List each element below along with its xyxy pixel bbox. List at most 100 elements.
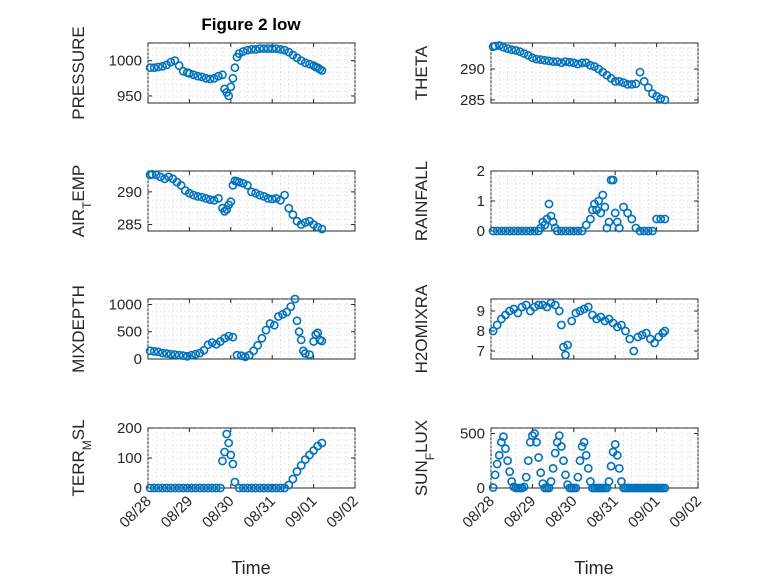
data-point	[488, 226, 498, 236]
data-point	[573, 226, 583, 236]
data-point	[290, 294, 300, 304]
data-point	[610, 77, 620, 86]
data-point	[521, 472, 531, 482]
data-point	[255, 483, 265, 493]
data-point	[313, 222, 323, 232]
data-point	[494, 450, 504, 460]
data-point	[557, 226, 566, 236]
y-tick-label: 100	[117, 450, 142, 467]
data-point	[240, 352, 250, 362]
x-axis-label-right: Time	[574, 558, 613, 578]
data-point	[546, 477, 556, 486]
data-point	[488, 326, 498, 336]
data-point	[145, 483, 155, 493]
data-point	[253, 340, 263, 350]
data-point	[317, 66, 327, 75]
data-point	[300, 218, 310, 227]
data-point	[577, 58, 587, 68]
data-point	[209, 73, 219, 83]
data-point	[228, 73, 238, 83]
data-point	[521, 226, 531, 236]
data-point	[305, 350, 314, 359]
data-point	[606, 461, 616, 471]
data-point	[561, 350, 570, 360]
data-point	[265, 319, 275, 328]
x-tick-label: 09/01	[625, 493, 664, 532]
data-point	[648, 226, 657, 236]
data-point	[300, 349, 310, 358]
y-axis-label: TERRMSL	[69, 419, 94, 496]
data-point	[496, 226, 506, 236]
data-point	[496, 437, 506, 447]
data-point	[656, 214, 666, 224]
subplot-3: 285 290 AIRTEMP	[69, 165, 356, 237]
data-point	[571, 308, 581, 318]
data-point	[226, 82, 236, 92]
data-point	[153, 483, 163, 493]
data-point	[296, 461, 306, 470]
data-point	[498, 42, 508, 52]
data-point	[579, 437, 589, 447]
data-point	[583, 463, 593, 473]
data-point	[627, 80, 637, 89]
data-point	[187, 483, 196, 493]
data-point	[523, 456, 533, 466]
data-point	[288, 210, 298, 220]
data-point	[261, 325, 271, 335]
figure-title: Figure 2 low	[201, 15, 301, 34]
subplot-7: 0 100 200 TERRMSL 08/28 08/29 08/30 08/31 09/01 0…	[69, 419, 362, 531]
y-axis-label: MIXDEPTH	[69, 285, 88, 373]
data-point	[205, 195, 215, 205]
data-point	[149, 483, 159, 493]
data-point	[162, 349, 171, 358]
data-point	[166, 483, 176, 493]
data-point	[199, 345, 209, 355]
data-point	[178, 351, 188, 361]
data-point	[536, 55, 546, 65]
data-point	[557, 320, 566, 330]
data-point	[201, 193, 211, 203]
data-point	[635, 67, 645, 77]
data-point	[538, 300, 548, 310]
data-point	[280, 45, 289, 55]
data-point	[550, 448, 560, 458]
data-point	[255, 44, 265, 53]
subplot-5: 0 500 1000 MIXDEPTH	[69, 285, 356, 373]
data-point	[519, 49, 529, 58]
data-point	[490, 470, 500, 480]
x-tick-label: 09/01	[282, 493, 321, 532]
data-point	[515, 47, 525, 57]
data-point	[530, 302, 539, 312]
data-point	[610, 439, 620, 449]
data-point	[623, 208, 632, 218]
data-point	[505, 306, 514, 316]
data-point	[224, 91, 234, 101]
data-point	[511, 46, 521, 55]
y-tick-label: 7	[477, 343, 485, 360]
data-point	[224, 438, 234, 448]
data-point	[573, 59, 583, 69]
data-point	[296, 220, 306, 229]
data-point	[160, 174, 169, 184]
data-point	[251, 45, 260, 54]
data-point	[505, 226, 514, 236]
data-point	[550, 300, 560, 310]
data-point	[600, 202, 610, 212]
y-tick-label: 1000	[109, 53, 142, 70]
data-point	[271, 193, 281, 203]
data-point	[184, 69, 194, 78]
data-point	[247, 187, 256, 197]
data-point	[660, 326, 670, 336]
data-point	[292, 467, 302, 476]
data-point	[501, 226, 510, 236]
data-point	[561, 470, 570, 480]
data-point	[546, 298, 556, 308]
data-point	[238, 483, 248, 493]
data-point	[544, 56, 554, 66]
x-axis-label-left: Time	[231, 558, 270, 578]
data-point	[552, 57, 562, 66]
data-point	[643, 83, 653, 92]
data-point	[652, 214, 661, 224]
data-point	[544, 199, 554, 209]
data-point	[182, 351, 192, 361]
